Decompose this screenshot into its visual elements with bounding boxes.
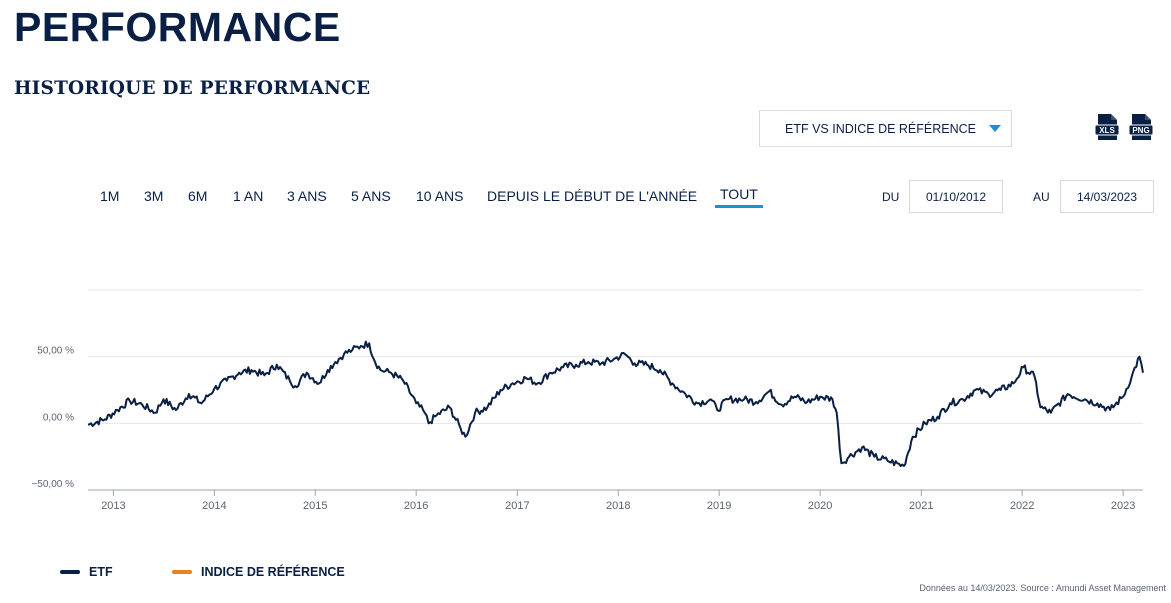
xls-label: XLS: [1099, 126, 1115, 135]
period-tab-3m[interactable]: 3M: [144, 188, 164, 204]
comparison-select-value: ETF VS INDICE DE RÉFÉRENCE: [785, 122, 976, 136]
y-axis: 50,00 % 0,00 % −50,00 %: [31, 346, 74, 490]
legend-swatch-etf: [60, 570, 80, 574]
date-to-label: AU: [1033, 190, 1050, 204]
legend-swatch-benchmark: [172, 570, 192, 574]
period-tab-10ans[interactable]: 10 ANS: [416, 188, 464, 204]
period-tab-1an[interactable]: 1 AN: [233, 188, 264, 204]
x-axis: 2013 2014 2015 2016 2017 2018 2019 2020 2021 2022…: [101, 490, 1135, 512]
period-tab-tout[interactable]: TOUT: [715, 186, 763, 208]
x-tick-label: 2020: [808, 500, 832, 512]
chart-series: [87, 340, 1144, 468]
png-file-icon[interactable]: PNG: [1128, 113, 1154, 141]
xls-file-icon[interactable]: XLS: [1094, 113, 1120, 141]
x-tick-label: 2017: [505, 500, 529, 512]
x-tick-label: 2014: [202, 500, 226, 512]
period-tab-ytd[interactable]: DEPUIS LE DÉBUT DE L'ANNÉE: [487, 188, 698, 204]
y-tick-label: −50,00 %: [31, 479, 74, 490]
comparison-select[interactable]: ETF VS INDICE DE RÉFÉRENCE: [759, 110, 1012, 147]
legend-label-benchmark: INDICE DE RÉFÉRENCE: [201, 565, 345, 579]
x-tick-label: 2023: [1111, 500, 1135, 512]
page-title: PERFORMANCE: [14, 4, 341, 50]
date-from-input[interactable]: 01/10/2012: [909, 180, 1003, 213]
y-tick-label: 50,00 %: [37, 346, 74, 357]
period-tab-6m[interactable]: 6M: [188, 188, 208, 204]
x-tick-label: 2013: [101, 500, 125, 512]
x-tick-label: 2022: [1010, 500, 1034, 512]
date-from-label: DU: [882, 190, 900, 204]
period-tab-1m[interactable]: 1M: [100, 188, 120, 204]
period-tab-5ans[interactable]: 5 ANS: [351, 188, 391, 204]
performance-chart: 50,00 %0,00 %−50,00 % 2013 2014 2015 2016 20…: [31, 289, 1144, 512]
x-tick-label: 2016: [404, 500, 428, 512]
legend-label-etf: ETF: [89, 565, 113, 579]
x-tick-label: 2015: [303, 500, 327, 512]
chart-grid: [88, 289, 1143, 491]
section-title: HISTORIQUE DE PERFORMANCE: [14, 78, 371, 99]
source-note: Données au 14/03/2023. Source : Amundi A…: [919, 583, 1166, 593]
period-tab-3ans[interactable]: 3 ANS: [287, 188, 327, 204]
x-tick-label: 2021: [909, 500, 933, 512]
x-tick-label: 2019: [707, 500, 731, 512]
png-label: PNG: [1132, 126, 1149, 135]
caret-down-icon: [989, 125, 1001, 132]
series-line-etf: [87, 340, 1144, 468]
x-tick-label: 2018: [606, 500, 630, 512]
date-to-input[interactable]: 14/03/2023: [1060, 180, 1154, 213]
y-tick-label: 0,00 %: [43, 412, 74, 423]
